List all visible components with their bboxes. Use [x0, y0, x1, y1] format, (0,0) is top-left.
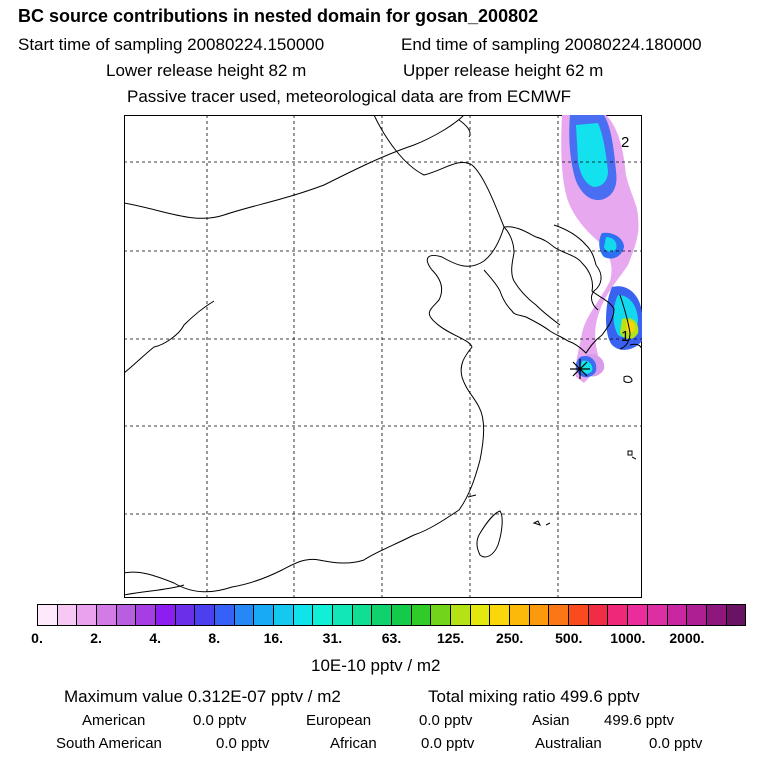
colorbar-swatch	[706, 605, 727, 625]
colorbar-swatch	[195, 605, 216, 625]
colorbar-swatch	[293, 605, 314, 625]
colorbar-swatch	[510, 605, 530, 625]
american-value: 0.0 pptv	[193, 712, 247, 729]
lower-release-height: Lower release height 82 m	[106, 61, 307, 80]
colorbar-swatch	[411, 605, 432, 625]
map-panel: 1 2	[124, 115, 642, 598]
colorbar-swatch	[569, 605, 589, 625]
colorbar-swatch	[667, 605, 688, 625]
colorbar-swatch	[392, 605, 412, 625]
colorbar-tick-label: 63.	[381, 630, 402, 646]
colorbar-swatch	[352, 605, 373, 625]
marker-label-1: 1	[621, 328, 629, 345]
south-american-label: South American	[56, 735, 162, 752]
release-site-marker	[570, 359, 590, 379]
colorbar	[37, 604, 746, 626]
colorbar-swatch	[628, 605, 648, 625]
colorbar-swatch	[313, 605, 334, 625]
colorbar-tick-label: 31.	[322, 630, 343, 646]
asian-label: Asian	[532, 712, 570, 729]
colorbar-tick-label: 4.	[149, 630, 161, 646]
colorbar-swatch	[431, 605, 452, 625]
colorbar-swatch	[234, 605, 255, 625]
coastlines	[124, 115, 642, 596]
map-title: BC source contributions in nested domain…	[18, 6, 539, 26]
colorbar-swatch	[333, 605, 353, 625]
colorbar-tick-label: 250.	[496, 630, 524, 646]
colorbar-swatch	[77, 605, 98, 625]
african-label: African	[330, 735, 377, 752]
start-time-label: Start time of sampling 20080224.150000	[18, 35, 325, 54]
colorbar-swatch	[156, 605, 176, 625]
colorbar-tick-label: 8.	[208, 630, 221, 646]
colorbar-swatch	[274, 605, 294, 625]
colorbar-tick-label: 0.	[31, 630, 43, 646]
colorbar-tick-label: 2000.	[669, 630, 705, 646]
concentration-plume	[561, 115, 642, 383]
colorbar-tick-label: 2.	[90, 630, 102, 646]
colorbar-swatch	[647, 605, 668, 625]
colorbar-swatch	[57, 605, 78, 625]
colorbar-swatch	[38, 605, 58, 625]
south-american-value: 0.0 pptv	[216, 735, 270, 752]
colorbar-swatch	[490, 605, 511, 625]
colorbar-swatch	[116, 605, 137, 625]
colorbar-unit: 10E-10 pptv / m2	[311, 656, 441, 675]
australian-label: Australian	[535, 735, 602, 752]
colorbar-swatch	[136, 605, 157, 625]
tracer-note: Passive tracer used, meteorological data…	[127, 87, 572, 106]
maximum-value: Maximum value 0.312E-07 pptv / m2	[64, 687, 341, 706]
map-frame	[124, 115, 642, 598]
colorbar-swatch	[588, 605, 609, 625]
colorbar-swatch	[687, 605, 707, 625]
upper-release-height: Upper release height 62 m	[403, 61, 604, 80]
colorbar-swatch	[372, 605, 393, 625]
european-label: European	[306, 712, 372, 729]
australian-value: 0.0 pptv	[649, 735, 703, 752]
american-label: American	[82, 712, 146, 729]
asian-value: 499.6 pptv	[604, 712, 675, 729]
colorbar-swatch	[215, 605, 235, 625]
colorbar-swatch	[97, 605, 117, 625]
total-mixing-ratio: Total mixing ratio 499.6 pptv	[428, 687, 640, 706]
colorbar-swatch	[451, 605, 471, 625]
end-time-label: End time of sampling 20080224.180000	[401, 35, 702, 54]
marker-label-2: 2	[621, 134, 629, 151]
colorbar-tick-label: 16.	[263, 630, 284, 646]
african-value: 0.0 pptv	[421, 735, 475, 752]
colorbar-swatch	[175, 605, 196, 625]
colorbar-tick-label: 1000.	[610, 630, 646, 646]
colorbar-swatch	[254, 605, 275, 625]
european-value: 0.0 pptv	[419, 712, 473, 729]
colorbar-tick-label: 500.	[555, 630, 583, 646]
colorbar-swatch	[470, 605, 491, 625]
colorbar-swatch	[549, 605, 570, 625]
colorbar-swatch	[608, 605, 629, 625]
colorbar-swatch	[529, 605, 550, 625]
colorbar-tick-label: 125.	[436, 630, 465, 646]
lat-lon-grid	[124, 115, 642, 598]
colorbar-swatch	[726, 605, 746, 625]
